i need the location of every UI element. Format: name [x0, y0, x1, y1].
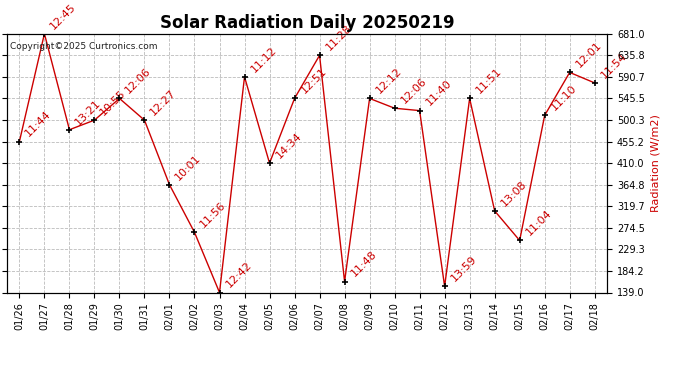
Text: 11:56: 11:56	[199, 200, 228, 230]
Text: Copyright©2025 Curtronics.com: Copyright©2025 Curtronics.com	[10, 42, 157, 51]
Title: Solar Radiation Daily 20250219: Solar Radiation Daily 20250219	[160, 14, 454, 32]
Text: 12:42: 12:42	[224, 260, 253, 290]
Text: 11:10: 11:10	[549, 83, 578, 112]
Text: 11:28: 11:28	[324, 23, 353, 53]
Text: 12:01: 12:01	[574, 40, 603, 70]
Text: 12:27: 12:27	[148, 88, 178, 117]
Y-axis label: Radiation (W/m2): Radiation (W/m2)	[651, 114, 660, 212]
Text: 12:45: 12:45	[48, 2, 78, 31]
Text: 13:21: 13:21	[74, 98, 103, 127]
Text: 11:12: 11:12	[248, 45, 278, 74]
Text: 12:06: 12:06	[399, 76, 428, 105]
Text: 11:44: 11:44	[23, 109, 53, 139]
Text: 11:04: 11:04	[524, 208, 553, 238]
Text: 11:48: 11:48	[348, 249, 378, 279]
Text: 11:54: 11:54	[599, 51, 629, 80]
Text: 14:34: 14:34	[274, 131, 304, 160]
Text: 10:55: 10:55	[99, 88, 128, 117]
Text: 11:51: 11:51	[474, 66, 503, 96]
Text: 13:59: 13:59	[448, 254, 478, 284]
Text: 11:40: 11:40	[424, 78, 453, 108]
Text: 13:08: 13:08	[499, 178, 529, 208]
Text: 10:01: 10:01	[174, 153, 203, 182]
Text: 12:51: 12:51	[299, 66, 328, 96]
Text: 12:12: 12:12	[374, 66, 404, 96]
Text: 12:06: 12:06	[124, 66, 153, 96]
